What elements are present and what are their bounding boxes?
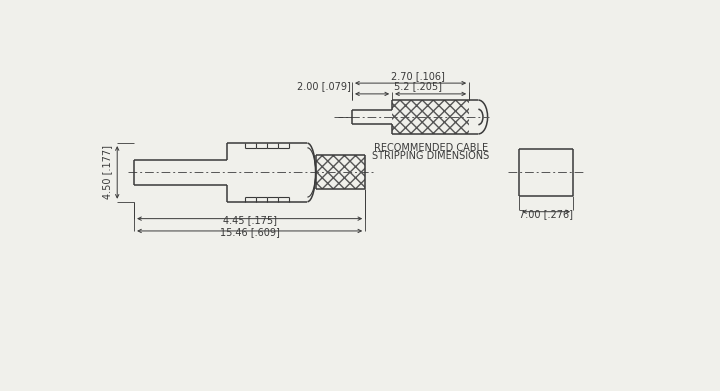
Text: 2.70 [.106]: 2.70 [.106] <box>392 71 445 81</box>
Bar <box>315 156 365 189</box>
Text: 4.50 [.177]: 4.50 [.177] <box>102 145 112 199</box>
Text: 7.00 [.276]: 7.00 [.276] <box>519 209 573 219</box>
Text: STRIPPING DIMENSIONS: STRIPPING DIMENSIONS <box>372 151 489 161</box>
Text: 5.2 [.205]: 5.2 [.205] <box>394 82 441 91</box>
Text: 2.00 [.079]: 2.00 [.079] <box>297 82 351 91</box>
Text: RECOMMENDED CABLE: RECOMMENDED CABLE <box>374 143 487 153</box>
Bar <box>392 100 469 134</box>
Text: 15.46 [.609]: 15.46 [.609] <box>220 227 279 237</box>
Text: 4.45 [.175]: 4.45 [.175] <box>222 215 276 225</box>
